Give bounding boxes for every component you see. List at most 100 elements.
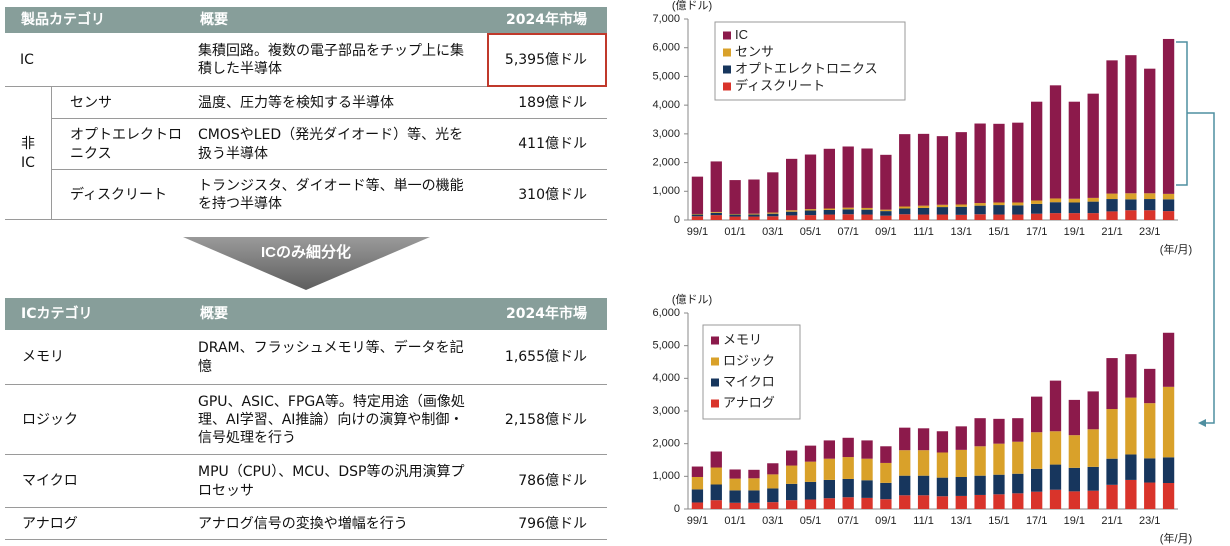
bar-segment <box>748 478 760 491</box>
group-divider <box>51 87 52 220</box>
bar-segment <box>880 446 892 463</box>
legend-label: ロジック <box>723 353 775 368</box>
bar-segment <box>917 207 930 215</box>
header-description: 概要 <box>190 7 228 33</box>
bar-segment <box>993 214 1005 220</box>
bar-segment <box>917 214 930 220</box>
bar-segment <box>955 206 967 215</box>
bar-segment <box>823 479 835 499</box>
legend-box <box>714 21 906 101</box>
bar-segment <box>1125 479 1137 509</box>
bar-segment <box>993 474 1005 495</box>
bar-segment <box>823 458 835 480</box>
x-tick-label: 19/1 <box>1064 226 1085 238</box>
row-description: 集積回路。複数の電子部品をチップ上に集積した半導体 <box>198 42 464 77</box>
bar-segment <box>1031 200 1043 204</box>
bar-segment <box>748 213 760 215</box>
bar-segment <box>861 497 873 509</box>
row-description: アナログ信号の変換や増幅を行う <box>198 515 408 532</box>
y-tick-label: 1,000 <box>652 185 680 197</box>
bar-segment <box>767 474 779 489</box>
y-tick-label: 3,000 <box>652 405 680 417</box>
bar-segment <box>861 207 873 210</box>
legend-swatch <box>711 378 719 387</box>
row-line <box>5 507 607 508</box>
legend-swatch <box>711 399 719 408</box>
bar-segment <box>974 446 986 476</box>
bar-segment <box>1144 68 1156 194</box>
row-description: MPU（CPU）、MCU、DSP等の汎用演算プロセッサ <box>198 464 465 499</box>
bar-segment <box>804 215 817 220</box>
bar-segment <box>767 216 779 220</box>
group-line <box>5 219 51 220</box>
row-description: CMOSやLED（発光ダイオード）等、光を扱う半導体 <box>198 127 464 162</box>
x-tick-label: 11/1 <box>913 226 934 238</box>
bar-segment <box>842 214 854 220</box>
bar-segment <box>767 213 779 217</box>
bar-segment <box>842 209 854 215</box>
bar-segment <box>917 495 930 509</box>
bar-segment <box>710 451 722 468</box>
row-category: IC <box>20 51 34 68</box>
bar-segment <box>917 475 930 496</box>
x-axis-label: (年/月) <box>1160 531 1192 545</box>
bar-segment <box>993 202 1005 206</box>
x-tick-label: 01/1 <box>724 515 745 527</box>
bar-segment <box>880 482 892 500</box>
bar-segment <box>748 214 760 217</box>
bar-segment <box>1031 432 1043 469</box>
x-tick-label: 03/1 <box>762 515 783 527</box>
bar-segment <box>936 496 949 509</box>
row-description: トランジスタ、ダイオード等、単一の機能を持つ半導体 <box>198 177 464 212</box>
bar-segment <box>804 445 817 462</box>
legend-label: メモリ <box>723 332 762 347</box>
bar-segment <box>1068 202 1080 214</box>
bar-segment <box>710 215 722 220</box>
bar-segment <box>804 209 817 211</box>
bar-segment <box>1049 202 1062 214</box>
legend-box <box>702 324 801 420</box>
bar-segment <box>1144 368 1156 404</box>
bar-segment <box>1087 93 1099 198</box>
bar-segment <box>729 490 741 503</box>
bar-segment <box>1087 391 1099 430</box>
bar-segment <box>823 148 835 209</box>
bar-segment <box>936 204 949 208</box>
bar-segment <box>955 426 967 450</box>
bar-segment <box>1068 399 1080 436</box>
x-tick-label: 21/1 <box>1101 515 1122 527</box>
row-category: オプトエレクトロニクス <box>70 127 182 162</box>
bar-segment <box>786 500 798 509</box>
bar-segment <box>729 478 741 491</box>
bar-segment <box>974 205 986 215</box>
bar-segment <box>767 212 779 214</box>
legend-label: アナログ <box>723 395 775 410</box>
x-tick-label: 09/1 <box>875 226 896 238</box>
bar-segment <box>1162 38 1175 194</box>
bar-segment <box>899 427 911 451</box>
bar-segment <box>1049 213 1062 220</box>
x-axis-label: (年/月) <box>1160 242 1192 256</box>
y-tick-label: 1,000 <box>652 470 680 482</box>
legend-swatch <box>711 336 719 345</box>
bar-segment <box>842 207 854 210</box>
bar-segment <box>1144 458 1156 483</box>
bar-segment <box>1049 489 1062 509</box>
header-description: 概要 <box>190 298 228 330</box>
legend-label: オプトエレクトロニクス <box>735 61 878 76</box>
bar-segment <box>710 500 722 509</box>
row-line <box>5 454 607 455</box>
y-tick-label: 7,000 <box>652 13 680 25</box>
bar-segment <box>917 428 930 451</box>
bar-segment <box>1031 101 1043 201</box>
arrow <box>183 237 430 290</box>
bar-segment <box>804 461 817 482</box>
bar-segment <box>917 205 930 208</box>
bar-segment <box>1068 491 1080 509</box>
bar-segment <box>786 483 798 501</box>
bar-segment <box>1012 473 1024 494</box>
bar-segment <box>1068 467 1080 492</box>
bar-segment <box>842 497 854 509</box>
bar-segment <box>993 443 1005 475</box>
